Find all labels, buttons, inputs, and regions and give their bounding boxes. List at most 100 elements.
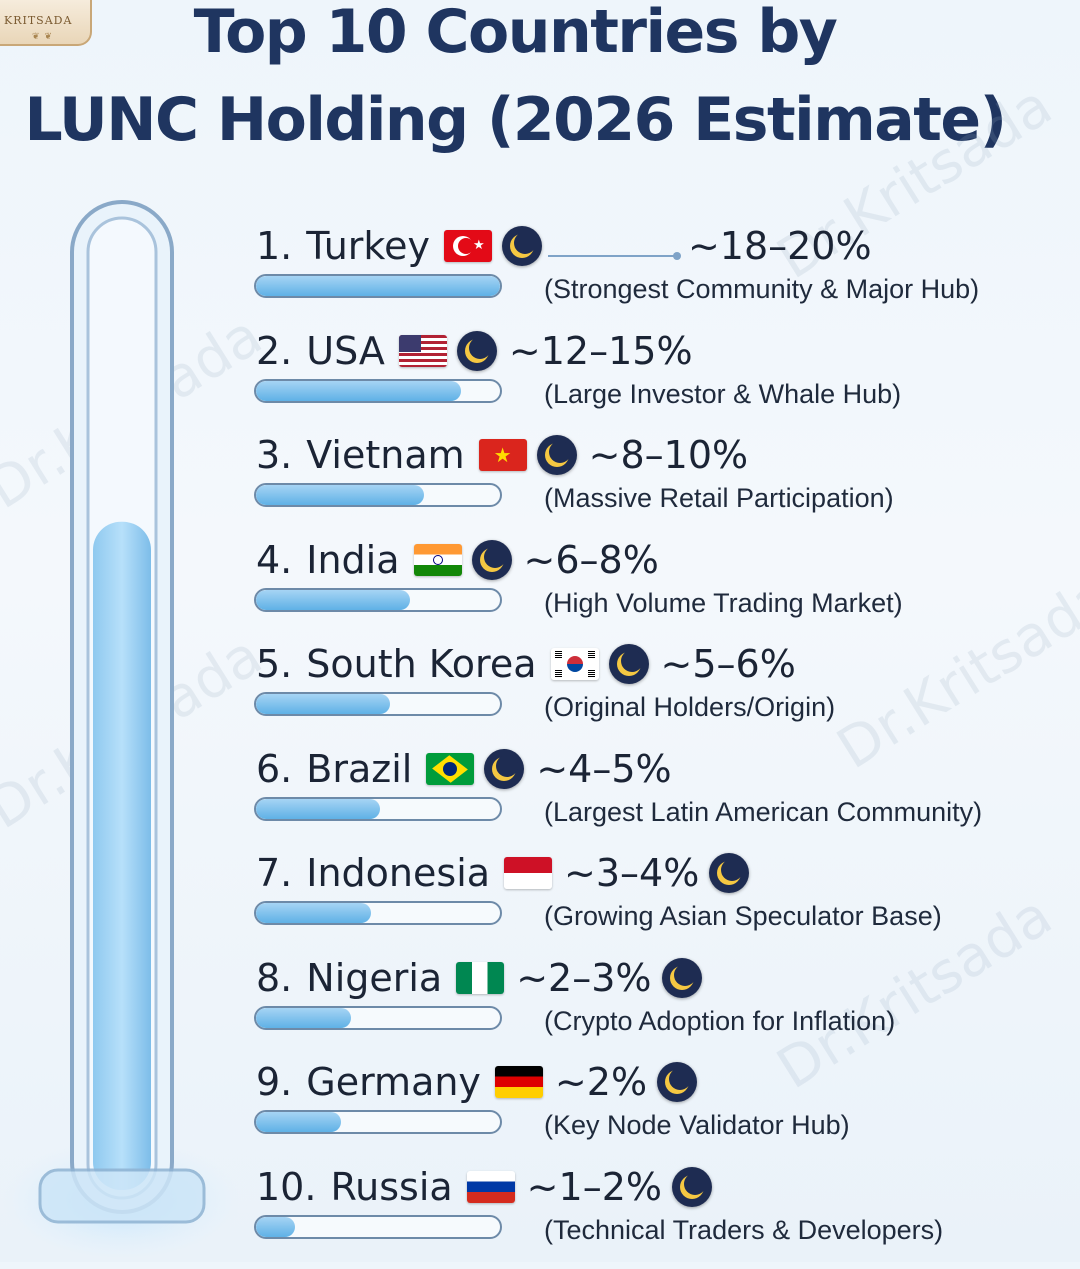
country-name: USA [306, 328, 385, 373]
kritsada-logo: KRITSADA ❦ ❦ [0, 0, 92, 46]
logo-text: KRITSADA [4, 14, 73, 27]
rank-number: 10. [256, 1164, 317, 1209]
thermometer-gauge [2, 200, 240, 1260]
country-description: (Large Investor & Whale Hub) [544, 378, 902, 409]
country-row: 10. Russia ~1–2% (Technical Traders & Devel… [0, 1165, 1080, 1269]
vietnam-flag: ★ [478, 439, 527, 471]
country-label-line: 7. Indonesia ~3–4% [256, 851, 750, 895]
country-name: Indonesia [306, 851, 491, 895]
country-name: Germany [306, 1060, 481, 1104]
rank-number: 1. [256, 224, 293, 268]
lunc-coin-icon [536, 435, 577, 475]
share-bar-fill [256, 485, 425, 505]
country-description: (Growing Asian Speculator Base) [544, 901, 942, 931]
share-bar-track [254, 378, 502, 403]
country-row: 3. Vietnam ★ ~8–10% (Massive Retail Particip… [0, 433, 1080, 537]
usa-flag [398, 334, 447, 367]
percentage-label: ~4–5% [536, 746, 672, 791]
germany-flag [494, 1066, 543, 1098]
share-bar-fill [256, 276, 500, 296]
country-row: 4. India ~6–8% (High Volume Trading Market) [0, 538, 1080, 642]
share-bar-track [254, 901, 502, 925]
country-row: 9. Germany ~2% (Key Node Validator Hub) [0, 1060, 1080, 1164]
country-name: Nigeria [306, 955, 443, 1000]
lunc-coin-icon [709, 853, 750, 893]
lunc-coin-icon [657, 1062, 698, 1102]
percentage-label: ~1–2% [526, 1164, 662, 1209]
south-korea-flag [550, 648, 599, 680]
share-bar-fill [256, 1216, 296, 1237]
country-row: 8. Nigeria ~2–3% (Crypto Adoption for Infla… [0, 956, 1080, 1060]
thermometer-cap [38, 1168, 206, 1224]
country-row: 2. USA ~12–15% (Large Investor & Whale Hub) [0, 329, 1080, 433]
country-row: 1. Turkey ★ ~18–20% (Strongest Community & M… [0, 224, 1080, 328]
lunc-coin-icon [671, 1166, 712, 1207]
share-bar-track [254, 692, 502, 716]
country-name: South Korea [306, 642, 537, 686]
rank-number: 9. [256, 1060, 293, 1104]
lunc-coin-icon [661, 957, 702, 998]
rank-number: 7. [256, 851, 293, 895]
country-name: Turkey [306, 224, 430, 268]
country-row: 7. Indonesia ~3–4% (Growing Asian Speculato… [0, 851, 1080, 955]
percentage-label: ~2–3% [516, 955, 652, 1000]
percentage-label: ~2% [554, 1060, 648, 1104]
chart-title-line-2: LUNC Holding (2026 Estimate) [24, 85, 1007, 155]
rank-number: 8. [256, 955, 293, 1000]
country-description: (Strongest Community & Major Hub) [544, 274, 980, 304]
country-description: (Massive Retail Participation) [544, 483, 894, 513]
indonesia-flag [504, 857, 553, 889]
country-label-line: 3. Vietnam ★ ~8–10% [256, 433, 748, 477]
country-description: (Technical Traders & Developers) [544, 1214, 944, 1245]
country-label-line: 6. Brazil ~4–5% [256, 747, 672, 791]
percentage-label: ~12–15% [508, 328, 693, 373]
share-bar-track [254, 587, 502, 612]
country-name: India [306, 537, 400, 582]
rank-number: 3. [256, 433, 293, 477]
share-bar-track [254, 796, 502, 821]
chart-title-line-1: Top 10 Countries by [193, 0, 838, 67]
country-label-line: 8. Nigeria ~2–3% [256, 956, 702, 1000]
share-bar-fill [256, 798, 381, 819]
share-bar-track [254, 1005, 502, 1030]
lunc-coin-icon [608, 644, 649, 684]
lunc-coin-icon [456, 330, 497, 371]
share-bar-track [254, 1110, 502, 1134]
brazil-flag [426, 752, 475, 785]
country-description: (Largest Latin American Community) [544, 796, 983, 827]
leader-line [548, 252, 681, 260]
lunc-coin-icon [484, 748, 525, 789]
country-name: Russia [330, 1164, 453, 1209]
thermometer-liquid [93, 521, 151, 1190]
country-name: Vietnam [306, 433, 465, 477]
country-description: (Key Node Validator Hub) [544, 1110, 850, 1140]
country-label-line: 1. Turkey ★ ~18–20% [256, 224, 872, 268]
share-bar-fill [256, 380, 461, 401]
logo-ornament: ❦ ❦ [32, 32, 53, 42]
turkey-flag: ★ [443, 230, 492, 262]
country-row: 5. South Korea ~5–6% (Original Holders/Orig… [0, 642, 1080, 746]
share-bar-track [254, 274, 502, 298]
country-description: (Original Holders/Origin) [544, 692, 836, 722]
country-label-line: 4. India ~6–8% [256, 538, 659, 582]
percentage-label: ~6–8% [523, 537, 659, 582]
rank-number: 5. [256, 642, 293, 686]
country-label-line: 5. South Korea ~5–6% [256, 642, 796, 686]
rank-number: 4. [256, 537, 293, 582]
rank-number: 6. [256, 746, 293, 791]
percentage-label: ~8–10% [588, 433, 749, 477]
share-bar-fill [256, 1112, 342, 1132]
share-bar-fill [256, 694, 391, 714]
percentage-label: ~5–6% [660, 642, 796, 686]
india-flag [413, 543, 462, 576]
share-bar-fill [256, 903, 371, 923]
share-bar-track [254, 1214, 502, 1239]
country-label-line: 9. Germany ~2% [256, 1060, 698, 1104]
share-bar-fill [256, 1007, 352, 1028]
country-name: Brazil [306, 746, 413, 791]
nigeria-flag [456, 961, 505, 994]
lunc-coin-icon [471, 539, 512, 580]
country-label-line: 10. Russia ~1–2% [256, 1165, 712, 1209]
russia-flag [466, 1170, 515, 1203]
rank-number: 2. [256, 328, 293, 373]
